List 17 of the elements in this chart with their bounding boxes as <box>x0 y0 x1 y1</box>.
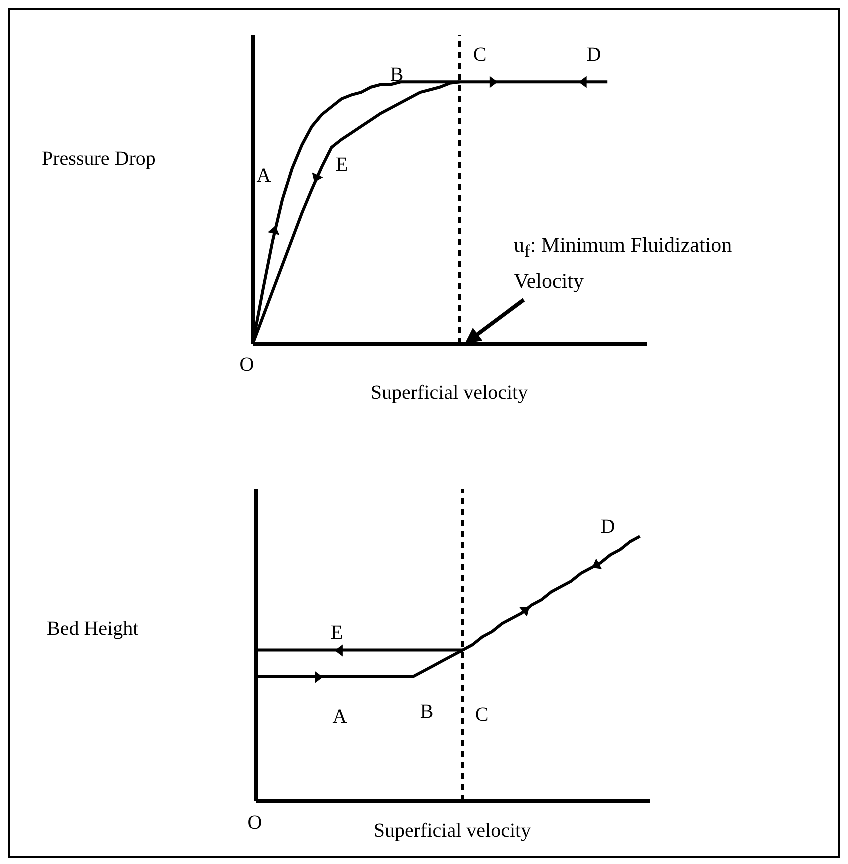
x-axis-title: Superficial velocity <box>372 820 532 843</box>
annotation: B <box>389 63 405 88</box>
annotation: B <box>419 700 435 725</box>
annotation: D <box>600 515 616 540</box>
text: O <box>246 811 264 836</box>
y-axis-title: Pressure Drop <box>42 148 156 171</box>
annotation: u$_{f}$: Minimum Fluidization Velocity <box>514 232 734 296</box>
annotation: E <box>334 153 350 178</box>
text: C <box>472 43 488 68</box>
annotation: C <box>474 703 490 728</box>
annotation: E <box>330 621 344 646</box>
x-axis-title: Superficial velocity <box>370 382 530 405</box>
annotation: A <box>256 164 272 189</box>
y-axis-title: Bed Height <box>47 618 139 641</box>
text: D <box>586 43 602 68</box>
text: O <box>238 353 256 378</box>
annotation: A <box>332 705 348 730</box>
